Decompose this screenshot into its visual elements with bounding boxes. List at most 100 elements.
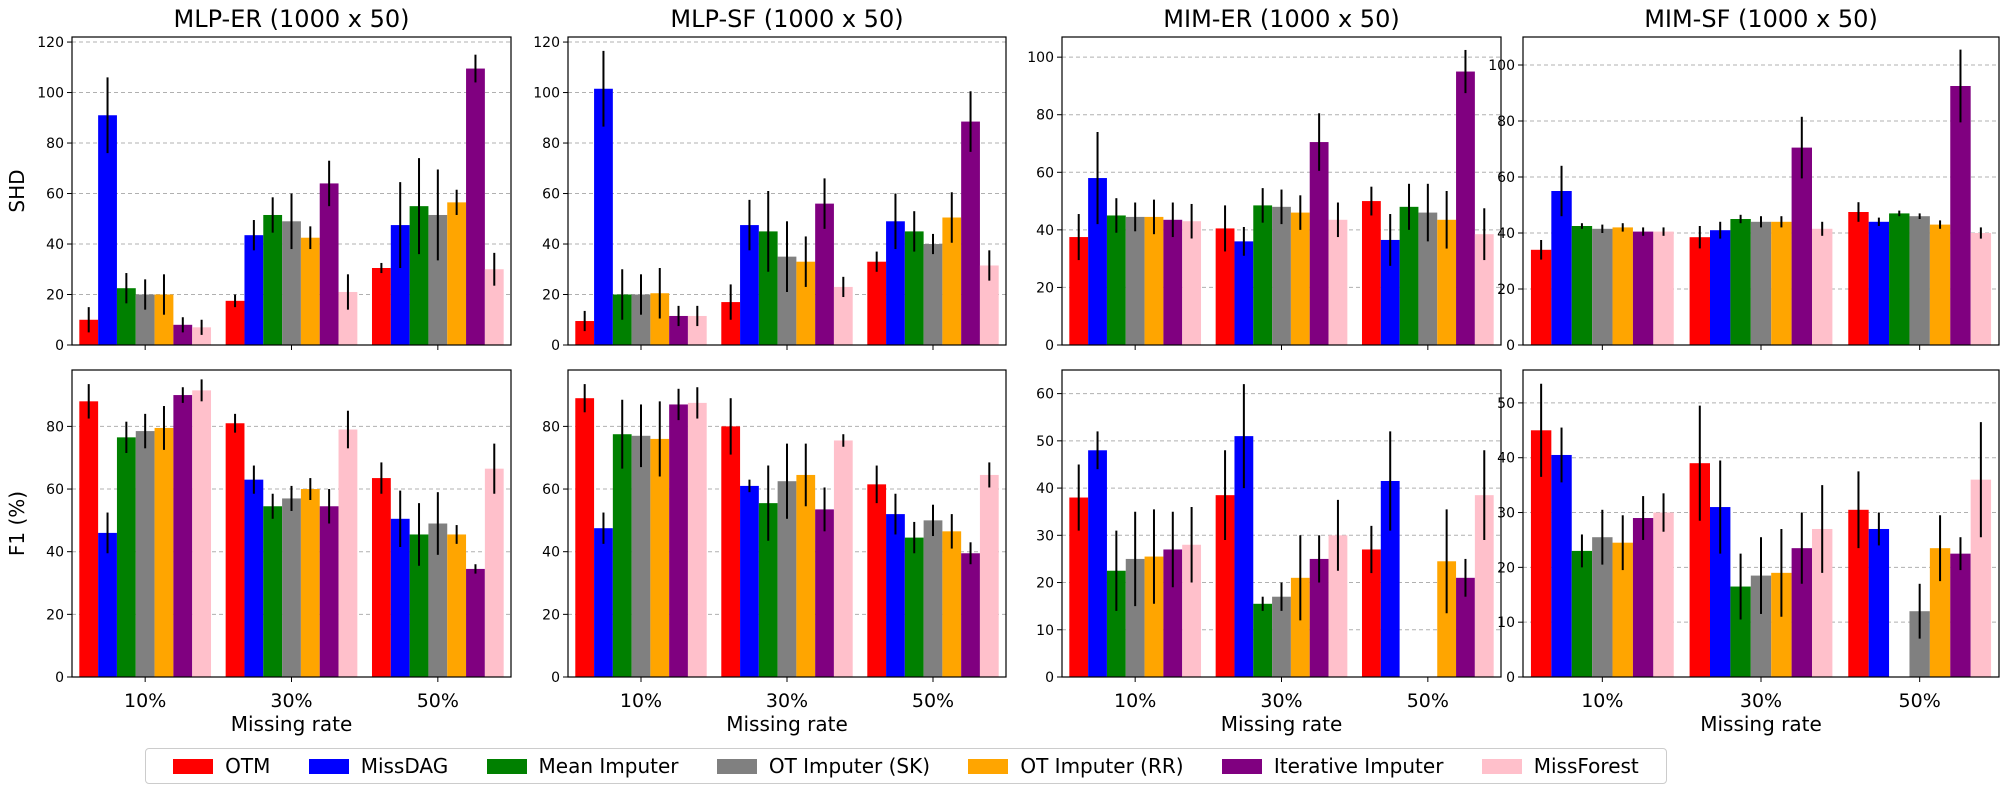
bar	[1474, 495, 1494, 677]
bar	[484, 468, 504, 677]
bar	[631, 435, 651, 677]
y-tick-label: 10	[1036, 623, 1054, 639]
bar	[1710, 507, 1731, 677]
bar	[1215, 228, 1235, 345]
y-tick-label: 30	[1036, 528, 1054, 544]
bar	[447, 534, 467, 677]
bar	[961, 121, 980, 346]
bar	[1551, 191, 1572, 345]
y-tick-label: 40	[1497, 451, 1515, 467]
y-axis-label: SHD	[5, 169, 29, 212]
y-tick-label: 80	[1497, 114, 1515, 130]
bar	[466, 568, 485, 677]
legend-label: OTM	[225, 754, 271, 778]
bar	[1361, 549, 1381, 677]
y-tick-label: 100	[1027, 50, 1054, 66]
bar	[1970, 233, 1992, 345]
bar	[1812, 528, 1833, 677]
y-tick-label: 40	[542, 545, 560, 561]
y-tick-label: 50	[1036, 434, 1054, 450]
y-tick-label: 20	[542, 288, 560, 304]
bar	[1272, 596, 1291, 677]
bar	[225, 423, 245, 677]
bar	[1125, 558, 1145, 677]
y-tick-label: 40	[1036, 223, 1054, 239]
bar	[1290, 577, 1310, 677]
bar	[1380, 480, 1400, 677]
bar	[1929, 548, 1951, 677]
y-tick-label: 60	[46, 187, 64, 203]
bar	[154, 427, 174, 677]
bar	[1909, 216, 1930, 345]
y-tick-label: 20	[1497, 560, 1515, 576]
y-tick-label: 60	[1036, 165, 1054, 181]
bar	[796, 474, 816, 677]
bar	[338, 429, 358, 677]
bar	[1750, 221, 1772, 345]
bar	[428, 214, 448, 345]
bar	[1689, 463, 1710, 677]
bar	[409, 534, 429, 677]
bar	[867, 261, 887, 345]
x-tick-label: 50%	[1899, 690, 1941, 712]
bar	[1309, 558, 1329, 677]
bar	[1328, 219, 1348, 345]
bar	[1474, 234, 1494, 345]
y-tick-label: 0	[1506, 338, 1515, 354]
bar	[1088, 450, 1107, 677]
bar	[687, 402, 707, 677]
y-tick-label: 0	[551, 670, 560, 686]
chart-panel: 0 20 40 60 80 100 MIM-SF (1000 x 50)	[1488, 5, 2000, 354]
chart-title: MIM-SF (1000 x 50)	[1644, 5, 1878, 33]
bar	[1272, 206, 1291, 345]
x-tick-label: 10%	[1581, 690, 1623, 712]
x-tick-label: 10%	[1114, 690, 1156, 712]
y-tick-label: 20	[542, 607, 560, 623]
y-tick-label: 100	[1488, 58, 1515, 74]
bar	[1970, 479, 1992, 677]
bar	[1950, 553, 1971, 677]
y-tick-label: 20	[1036, 280, 1054, 296]
legend-swatch	[716, 758, 757, 774]
bar	[1592, 228, 1613, 345]
x-tick-label: 30%	[270, 690, 312, 712]
y-tick-label: 0	[1045, 338, 1054, 354]
y-tick-label: 0	[1506, 670, 1515, 686]
bar	[1399, 206, 1419, 345]
y-tick-label: 20	[46, 288, 64, 304]
legend-label: OT Imputer (RR)	[1020, 754, 1184, 778]
x-tick-label: 10%	[620, 690, 662, 712]
legend-label: MissDAG	[360, 754, 449, 778]
y-tick-label: 20	[1036, 576, 1054, 592]
bar	[390, 225, 410, 345]
bar	[135, 431, 155, 677]
bar	[484, 269, 504, 345]
bar	[1125, 216, 1145, 345]
bar	[371, 268, 391, 345]
bar	[1612, 227, 1633, 345]
bar	[1234, 436, 1254, 677]
y-tick-label: 40	[1036, 481, 1054, 497]
bar	[371, 478, 391, 677]
bar	[1106, 570, 1126, 677]
bar	[1848, 212, 1869, 345]
bar	[1361, 201, 1381, 345]
legend-item-ot-imputer-rr: OT Imputer (RR)	[968, 754, 1184, 778]
bar	[979, 265, 999, 345]
bar	[1163, 219, 1183, 345]
bar	[1234, 241, 1254, 345]
x-tick-label: 10%	[124, 690, 166, 712]
bar	[154, 294, 174, 345]
y-tick-label: 50	[1497, 396, 1515, 412]
x-axis-label: Missing rate	[1221, 712, 1343, 736]
bar	[833, 286, 853, 345]
chart-panel: 0 20 40 60 80 100 120 MLP-SF (1000 x 50)	[533, 5, 1007, 354]
bar	[1909, 611, 1930, 677]
bar	[1750, 575, 1772, 677]
bar	[1144, 216, 1164, 345]
bar	[173, 395, 193, 677]
bar	[409, 206, 429, 345]
y-tick-label: 60	[1036, 387, 1054, 403]
